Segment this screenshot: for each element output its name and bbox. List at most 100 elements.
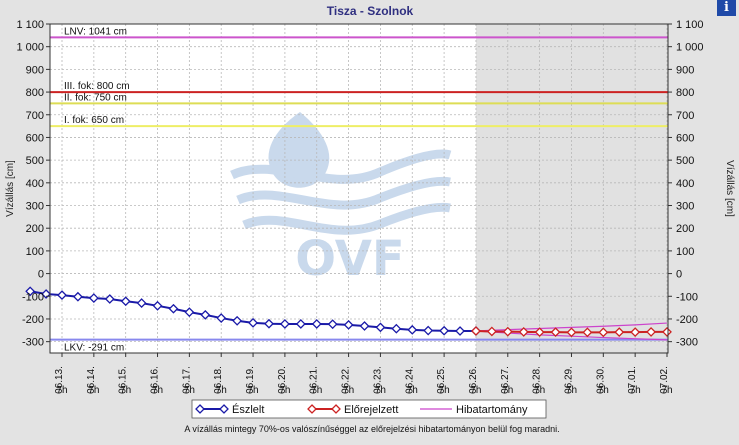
y-tick-label-right: 400: [676, 178, 694, 190]
forecast-point: [630, 327, 641, 338]
y-tick-label-left: 700: [26, 110, 44, 122]
x-tick-time: 7h: [343, 385, 354, 396]
x-tick-date: 06.20.: [277, 366, 288, 394]
observed-point: [248, 317, 258, 328]
y-tick-label-left: -300: [22, 337, 44, 349]
observed-point: [391, 323, 402, 334]
x-tick-date: 07.02.: [659, 366, 670, 394]
x-tick-time: 7h: [661, 385, 672, 396]
x-tick-date: 06.14.: [86, 366, 97, 394]
y-tick-label-right: 500: [676, 155, 694, 167]
info-icon[interactable]: i: [717, 0, 736, 16]
forecast-point: [550, 327, 561, 338]
y-tick-label-left: 800: [26, 87, 44, 99]
y-tick-label-right: 600: [676, 132, 694, 144]
x-tick-time: 7h: [184, 385, 195, 396]
x-tick-time: 7h: [152, 385, 163, 396]
y-tick-label-left: 300: [26, 201, 44, 213]
legend-observed-label: Észlelt: [232, 403, 264, 416]
observed-point: [120, 296, 131, 307]
observed-point: [407, 324, 418, 335]
x-tick-date: 06.30.: [595, 366, 606, 394]
footnote: A vízállás mintegy 70%-os valószínűségge…: [184, 424, 559, 434]
observed-point: [136, 298, 147, 309]
legend-forecast-marker: [331, 404, 341, 414]
x-tick-date: 06.13.: [54, 366, 65, 394]
observed-point: [455, 326, 465, 336]
observed-point: [200, 309, 211, 320]
legend-forecast-marker: [307, 404, 317, 414]
forecast-point: [598, 327, 609, 338]
forecast-point: [518, 326, 529, 337]
observed-point: [152, 300, 163, 311]
x-tick-time: 7h: [56, 385, 67, 396]
x-tick-date: 06.27.: [500, 366, 511, 394]
x-tick-time: 7h: [311, 385, 322, 396]
y-tick-label-right: -100: [676, 291, 698, 303]
observed-point: [423, 325, 434, 336]
x-tick-time: 7h: [216, 385, 227, 396]
x-tick-date: 06.25.: [436, 366, 447, 394]
y-tick-label-left: -200: [22, 314, 44, 326]
observed-point: [104, 294, 115, 304]
x-tick-time: 7h: [88, 385, 99, 396]
observed-point: [375, 322, 386, 333]
x-tick-time: 7h: [598, 385, 609, 396]
x-tick-date: 06.24.: [404, 366, 415, 394]
observed-point: [359, 321, 370, 331]
observed-point: [295, 319, 306, 329]
y-tick-label-right: 700: [676, 110, 694, 122]
observed-point: [88, 293, 99, 304]
x-tick-time: 7h: [407, 385, 418, 396]
y-tick-label-right: -200: [676, 314, 698, 326]
x-tick-time: 7h: [566, 385, 577, 396]
y-tick-label-left: 200: [26, 223, 44, 235]
x-tick-date: 07.01.: [627, 366, 638, 394]
observed-point: [327, 319, 338, 330]
x-tick-date: 06.26.: [468, 366, 479, 394]
y-tick-label-right: 1 100: [676, 19, 704, 31]
y-tick-label-right: 300: [676, 201, 694, 213]
y-tick-label-left: 600: [26, 132, 44, 144]
x-tick-date: 06.23.: [372, 366, 383, 394]
legend-error-range-label: Hibatartomány: [456, 404, 528, 416]
y-tick-label-left: 0: [38, 269, 44, 281]
legend-forecast-label: Előrejelzett: [344, 404, 398, 416]
x-tick-time: 7h: [439, 385, 450, 396]
x-tick-time: 7h: [279, 385, 290, 396]
y-tick-label-right: -300: [676, 337, 698, 349]
y-tick-label-right: 800: [676, 87, 694, 99]
x-tick-time: 7h: [502, 385, 513, 396]
forecast-point: [486, 326, 497, 337]
forecast-point: [582, 327, 593, 338]
x-tick-time: 7h: [120, 385, 131, 396]
forecast-point: [646, 326, 656, 337]
observed-point: [216, 313, 227, 323]
forecast-point: [471, 326, 481, 336]
y-tick-label-right: 0: [676, 269, 682, 281]
observed-point: [311, 319, 322, 329]
observed-point: [41, 289, 51, 299]
y-tick-label-left: 1 100: [16, 19, 44, 31]
y-tick-label-right: 200: [676, 223, 694, 235]
x-tick-time: 7h: [470, 385, 481, 396]
y-tick-label-right: 900: [676, 64, 694, 76]
y-tick-label-left: -100: [22, 291, 44, 303]
ovf-watermark: OVF: [230, 112, 452, 287]
forecast-point: [614, 327, 625, 338]
x-tick-date: 06.18.: [213, 366, 224, 394]
observed-point: [57, 290, 67, 301]
x-tick-date: 06.19.: [245, 366, 256, 394]
forecast-point: [566, 327, 577, 338]
reference-label: I. fok: 650 cm: [64, 115, 124, 126]
plot-frame: [49, 23, 669, 354]
y-tick-label-right: 1 000: [676, 42, 704, 54]
x-tick-date: 06.28.: [532, 366, 543, 394]
y-tick-label-left: 1 000: [16, 42, 44, 54]
chart-title: Tisza - Szolnok: [327, 4, 414, 18]
forecast-point: [534, 327, 545, 338]
observed-point: [264, 318, 274, 329]
x-tick-time: 7h: [534, 385, 545, 396]
y-tick-label-left: 500: [26, 155, 44, 167]
y-tick-label-left: 100: [26, 246, 44, 258]
